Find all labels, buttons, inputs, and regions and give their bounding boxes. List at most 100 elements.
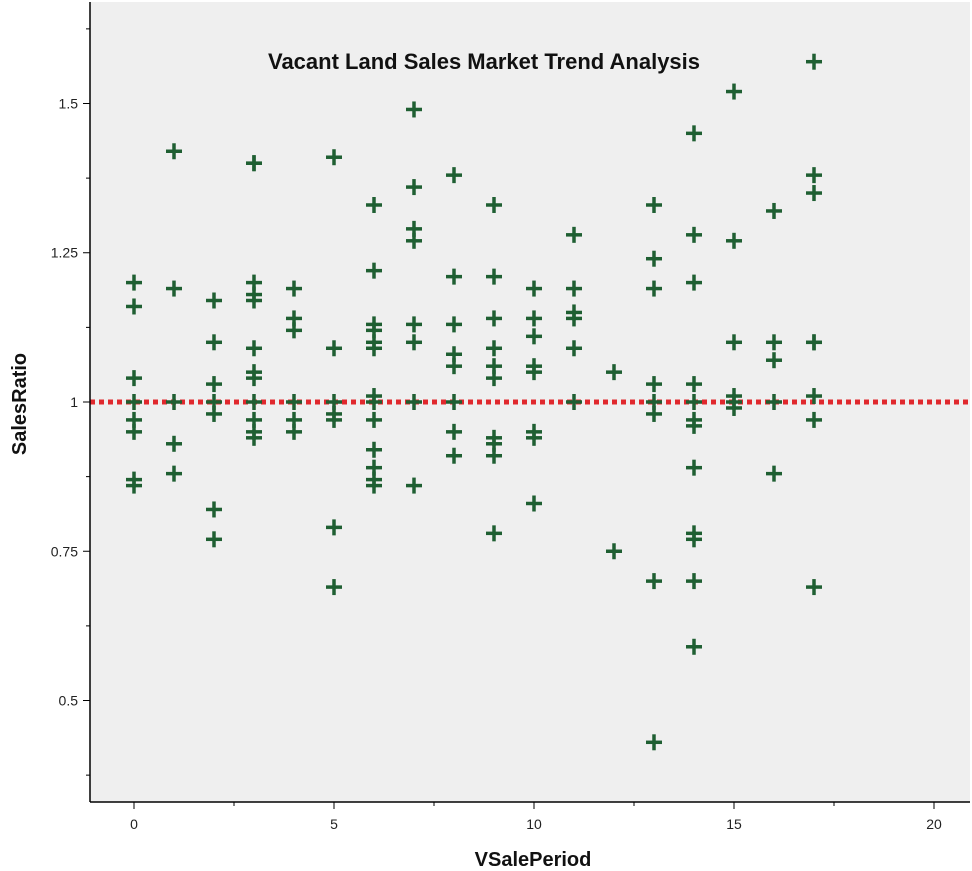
data-point <box>526 429 542 446</box>
x-tick-label: 10 <box>526 816 542 832</box>
data-point <box>766 465 782 482</box>
data-point <box>806 411 822 428</box>
data-point <box>406 179 422 196</box>
data-point <box>246 370 262 387</box>
data-point <box>126 394 142 410</box>
data-point <box>366 411 382 428</box>
data-point <box>566 310 582 327</box>
data-point <box>566 280 582 297</box>
data-point <box>326 411 342 428</box>
data-point <box>366 394 382 410</box>
data-point <box>646 573 662 590</box>
data-point <box>606 543 622 560</box>
data-point <box>126 477 142 494</box>
data-point <box>286 394 302 410</box>
data-point <box>646 280 662 297</box>
data-point <box>686 376 702 393</box>
data-point <box>726 399 742 416</box>
data-point <box>406 334 422 351</box>
data-point <box>646 734 662 751</box>
data-point <box>126 370 142 387</box>
data-point <box>646 376 662 393</box>
data-point <box>806 579 822 596</box>
data-point <box>486 340 502 357</box>
x-tick-label: 0 <box>130 816 138 832</box>
data-point <box>566 226 582 243</box>
y-tick-label: 1 <box>70 394 78 410</box>
data-point <box>686 125 702 142</box>
data-point <box>486 268 502 285</box>
data-point <box>766 334 782 351</box>
x-ticks: 0 5 10 15 20 <box>130 802 942 832</box>
data-point <box>246 429 262 446</box>
data-point <box>646 250 662 267</box>
data-point <box>206 376 222 393</box>
data-point <box>206 334 222 351</box>
data-point <box>126 423 142 440</box>
data-point <box>806 53 822 70</box>
data-point <box>446 358 462 375</box>
data-point <box>686 573 702 590</box>
data-point <box>446 316 462 333</box>
data-point <box>806 334 822 351</box>
data-point <box>766 352 782 369</box>
data-point <box>286 322 302 339</box>
y-tick-label: 0.75 <box>51 543 78 559</box>
data-point <box>686 417 702 434</box>
y-tick-label: 1.25 <box>51 245 78 261</box>
data-point <box>366 477 382 494</box>
data-point <box>406 232 422 249</box>
data-point <box>406 101 422 118</box>
data-point <box>566 340 582 357</box>
data-point <box>246 340 262 357</box>
data-point <box>366 441 382 458</box>
data-point <box>686 638 702 655</box>
data-point <box>526 280 542 297</box>
data-point <box>166 394 182 410</box>
data-point <box>486 525 502 542</box>
data-point <box>366 340 382 357</box>
x-tick-label: 5 <box>330 816 338 832</box>
data-point <box>166 143 182 160</box>
y-tick-label: 1.5 <box>59 95 79 111</box>
data-point <box>406 477 422 494</box>
data-point <box>686 531 702 548</box>
data-point <box>166 465 182 482</box>
data-point <box>126 274 142 291</box>
y-ticks: 0.5 0.75 1 1.25 1.5 <box>51 28 90 776</box>
data-point <box>486 196 502 213</box>
data-points <box>126 53 822 751</box>
data-point <box>326 579 342 596</box>
data-point <box>326 149 342 166</box>
data-point <box>806 185 822 202</box>
data-point <box>326 519 342 536</box>
data-point <box>606 364 622 381</box>
data-point <box>726 232 742 249</box>
data-point <box>486 370 502 387</box>
data-point <box>686 274 702 291</box>
data-point <box>206 531 222 548</box>
data-point <box>286 423 302 440</box>
data-point <box>366 196 382 213</box>
data-point <box>806 167 822 184</box>
data-point <box>446 268 462 285</box>
y-tick-label: 0.5 <box>59 693 79 709</box>
data-point <box>446 447 462 464</box>
data-point <box>446 394 462 410</box>
data-point <box>526 495 542 512</box>
data-point <box>206 501 222 518</box>
data-point <box>206 405 222 422</box>
data-point <box>246 155 262 172</box>
data-point <box>686 459 702 476</box>
data-point <box>406 394 422 410</box>
data-point <box>526 364 542 381</box>
data-point <box>566 394 582 410</box>
y-axis-title: SalesRatio <box>9 353 31 455</box>
data-point <box>166 435 182 452</box>
x-axis-title: VSalePeriod <box>475 849 592 871</box>
data-point <box>806 388 822 405</box>
data-point <box>446 167 462 184</box>
data-point <box>486 447 502 464</box>
data-point <box>526 310 542 327</box>
